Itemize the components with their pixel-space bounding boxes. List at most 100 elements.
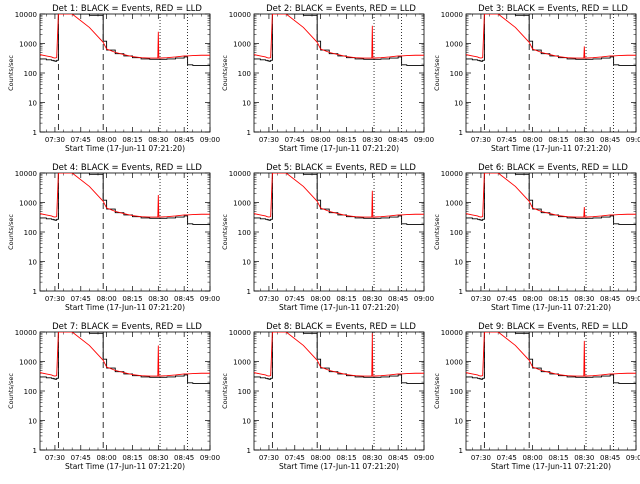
x-tick-label: 09:00 — [626, 454, 640, 462]
panel-title: Det 8: BLACK = Events, RED = LLD — [266, 322, 416, 332]
x-tick-label: 08:00 — [311, 136, 331, 144]
x-tick-label: 08:45 — [600, 136, 620, 144]
x-tick-label: 08:30 — [574, 454, 594, 462]
y-tick-label: 1 — [459, 129, 463, 137]
y-axis-label: Counts/sec — [221, 214, 229, 250]
plot-frame — [39, 13, 211, 133]
detector-panel: Det 4: BLACK = Events, RED = LLD 1 10 100 10… — [7, 163, 220, 312]
y-tick-label: 1000 — [445, 41, 463, 49]
x-tick-label: 07:45 — [71, 136, 91, 144]
y-tick-label: 100 — [450, 388, 463, 396]
x-tick-label: 08:30 — [574, 136, 594, 144]
x-tick-label: 07:45 — [497, 295, 517, 303]
y-tick-label: 100 — [238, 70, 251, 78]
x-tick-label: 08:45 — [388, 454, 408, 462]
y-tick-label: 10 — [454, 100, 463, 108]
x-tick-label: 07:45 — [285, 136, 305, 144]
lld-series-line — [254, 14, 424, 59]
y-tick-label: 10000 — [15, 170, 37, 178]
x-tick-label: 08:30 — [148, 454, 168, 462]
detector-panel: Det 7: BLACK = Events, RED = LLD 1 10 100 10… — [7, 322, 220, 471]
y-tick-label: 1 — [247, 447, 251, 455]
x-axis-label: Start Time (17-Jun-11 07:21:20) — [491, 144, 611, 153]
detector-panel: Det 9: BLACK = Events, RED = LLD 1 10 100 10… — [433, 322, 640, 471]
y-tick-label: 10 — [28, 100, 37, 108]
plot-frame — [465, 172, 637, 292]
lld-series-line — [466, 173, 636, 218]
series-group — [254, 14, 424, 67]
events-series-line — [254, 332, 424, 385]
y-tick-label: 100 — [450, 70, 463, 78]
lld-series-line — [40, 14, 210, 59]
detector-panel: Det 5: BLACK = Events, RED = LLD 1 10 100 10… — [221, 163, 434, 312]
y-tick-label: 1 — [33, 129, 37, 137]
x-axis-label: Start Time (17-Jun-11 07:21:20) — [279, 303, 399, 312]
x-tick-label: 08:30 — [362, 136, 382, 144]
y-tick-label: 10000 — [15, 11, 37, 19]
panel-title: Det 4: BLACK = Events, RED = LLD — [52, 163, 202, 173]
series-group — [40, 14, 210, 67]
x-tick-label: 07:45 — [285, 454, 305, 462]
y-tick-label: 10000 — [229, 11, 251, 19]
x-tick-label: 08:00 — [311, 295, 331, 303]
y-axis-label: Counts/sec — [433, 214, 441, 250]
lld-series-line — [466, 14, 636, 59]
x-tick-label: 07:45 — [497, 454, 517, 462]
x-tick-label: 08:45 — [174, 136, 194, 144]
events-series-line — [254, 173, 424, 226]
x-tick-label: 08:45 — [600, 454, 620, 462]
x-tick-label: 09:00 — [414, 454, 434, 462]
x-tick-label: 08:45 — [388, 136, 408, 144]
lld-series-line — [254, 332, 424, 377]
x-tick-label: 07:45 — [285, 295, 305, 303]
y-tick-label: 10000 — [441, 11, 463, 19]
y-tick-label: 10000 — [441, 329, 463, 337]
lld-series-line — [254, 173, 424, 218]
x-tick-label: 09:00 — [626, 136, 640, 144]
x-axis-label: Start Time (17-Jun-11 07:21:20) — [65, 303, 185, 312]
x-tick-label: 09:00 — [414, 295, 434, 303]
y-axis-label: Counts/sec — [7, 373, 15, 409]
x-axis-label: Start Time (17-Jun-11 07:21:20) — [491, 462, 611, 471]
x-axis-label: Start Time (17-Jun-11 07:21:20) — [491, 303, 611, 312]
x-tick-label: 08:15 — [336, 136, 356, 144]
series-group — [40, 173, 210, 226]
events-series-line — [466, 173, 636, 226]
y-axis-label: Counts/sec — [221, 373, 229, 409]
events-series-line — [40, 14, 210, 67]
series-group — [40, 332, 210, 385]
y-tick-label: 10000 — [229, 329, 251, 337]
series-group — [254, 173, 424, 226]
x-tick-label: 08:00 — [311, 454, 331, 462]
x-tick-label: 07:30 — [259, 295, 279, 303]
y-axis-label: Counts/sec — [221, 55, 229, 91]
y-tick-label: 1000 — [233, 200, 251, 208]
x-tick-label: 07:45 — [71, 454, 91, 462]
x-tick-label: 07:30 — [471, 295, 491, 303]
plot-frame — [253, 13, 425, 133]
y-tick-label: 1000 — [233, 41, 251, 49]
panel-title: Det 5: BLACK = Events, RED = LLD — [266, 163, 416, 173]
panel-title: Det 3: BLACK = Events, RED = LLD — [478, 4, 628, 14]
plot-frame — [465, 13, 637, 133]
x-tick-label: 08:00 — [523, 295, 543, 303]
x-tick-label: 08:30 — [362, 295, 382, 303]
y-axis-label: Counts/sec — [7, 55, 15, 91]
detector-panel: Det 3: BLACK = Events, RED = LLD 1 10 100 10… — [433, 4, 640, 153]
x-tick-label: 07:30 — [471, 454, 491, 462]
x-tick-label: 08:15 — [122, 454, 142, 462]
x-axis-label: Start Time (17-Jun-11 07:21:20) — [279, 144, 399, 153]
y-axis-label: Counts/sec — [7, 214, 15, 250]
panel-title: Det 2: BLACK = Events, RED = LLD — [266, 4, 416, 14]
x-tick-label: 09:00 — [200, 295, 220, 303]
x-tick-label: 08:00 — [523, 136, 543, 144]
x-tick-label: 08:15 — [122, 136, 142, 144]
y-tick-label: 10 — [28, 259, 37, 267]
y-tick-label: 10 — [454, 418, 463, 426]
x-tick-label: 07:30 — [259, 454, 279, 462]
x-tick-label: 07:30 — [45, 454, 65, 462]
series-group — [466, 14, 636, 67]
y-tick-label: 1000 — [19, 200, 37, 208]
y-tick-label: 10000 — [15, 329, 37, 337]
